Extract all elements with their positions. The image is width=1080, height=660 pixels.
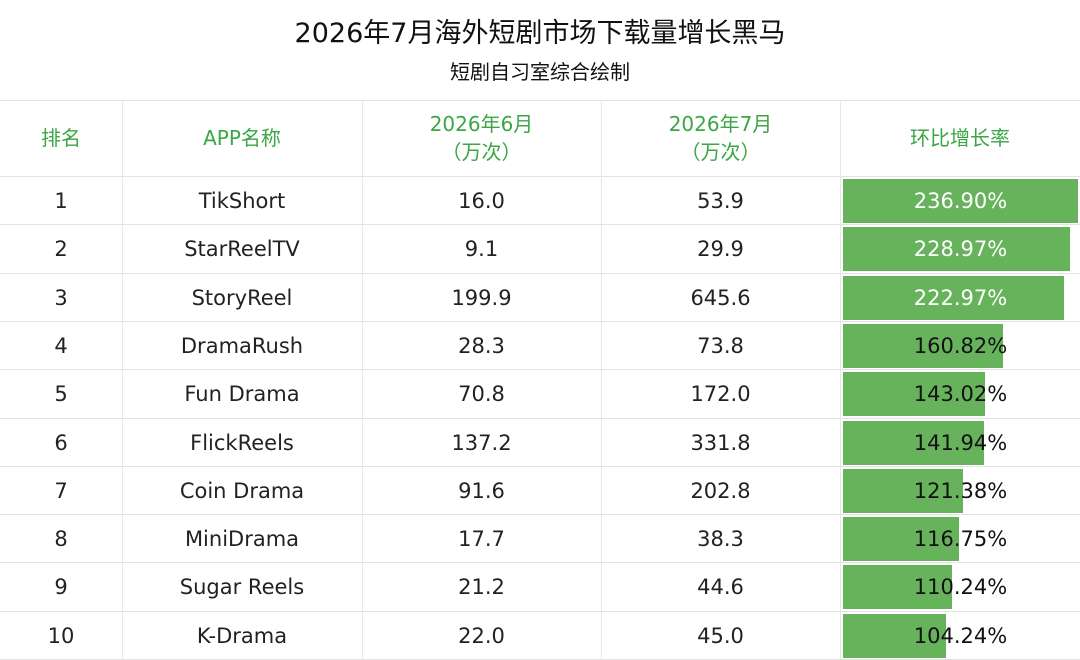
cell-june-downloads: 21.2 <box>458 575 505 600</box>
cell-july-downloads: 73.8 <box>697 333 744 358</box>
cell-june-downloads: 91.6 <box>458 478 505 503</box>
cell-rank: 9 <box>54 575 68 600</box>
chart-subtitle: 短剧自习室综合绘制 <box>450 60 630 84</box>
cell-rank: 8 <box>54 527 68 552</box>
cell-rank: 10 <box>47 623 75 648</box>
growth-rate-label: 228.97% <box>913 237 1008 262</box>
header-app-label: APP名称 <box>203 126 281 150</box>
header-rank-label: 排名 <box>41 126 81 150</box>
growth-bar <box>843 227 1071 272</box>
cell-rank: 3 <box>54 285 68 310</box>
cell-app-name: StarReelTV <box>184 237 300 262</box>
header-top-divider <box>0 100 1080 101</box>
cell-july-downloads: 202.8 <box>690 478 751 503</box>
column-divider <box>122 100 123 660</box>
row-divider <box>0 562 1080 564</box>
growth-bar <box>843 613 947 658</box>
cell-june-downloads: 17.7 <box>458 527 505 552</box>
column-divider <box>362 100 363 660</box>
row-divider <box>0 514 1080 516</box>
header-rank: 排名 <box>0 100 122 176</box>
cell-june-downloads: 137.2 <box>451 430 512 455</box>
growth-bar <box>843 372 985 417</box>
header-july: 2026年7月 （万次） <box>601 100 840 176</box>
header-june-line2: （万次） <box>441 140 522 164</box>
cell-app-name: FlickReels <box>190 430 294 455</box>
row-divider <box>0 610 1080 612</box>
cell-app-name: Fun Drama <box>184 382 300 407</box>
growth-bar <box>843 179 1078 223</box>
cell-june-downloads: 22.0 <box>458 623 505 648</box>
header-growth: 环比增长率 <box>840 100 1080 176</box>
column-divider <box>840 100 841 660</box>
row-divider <box>0 417 1080 419</box>
cell-rank: 2 <box>54 237 68 262</box>
cell-rank: 5 <box>54 382 68 407</box>
header-bottom-divider <box>0 176 1080 177</box>
growth-rate-label: 141.94% <box>913 430 1008 455</box>
cell-app-name: K-Drama <box>196 623 288 648</box>
cell-app-name: Coin Drama <box>179 478 305 503</box>
cell-july-downloads: 53.9 <box>697 189 744 213</box>
growth-bar <box>843 275 1065 320</box>
growth-bar <box>843 517 959 562</box>
cell-june-downloads: 16.0 <box>458 189 505 213</box>
cell-rank: 6 <box>54 430 68 455</box>
cell-june-downloads: 28.3 <box>458 333 505 358</box>
cell-rank: 1 <box>54 189 68 213</box>
cell-july-downloads: 331.8 <box>690 430 751 455</box>
growth-bar <box>843 420 984 465</box>
cell-app-name: TikShort <box>198 189 286 213</box>
growth-rate-label: 116.75% <box>913 527 1008 552</box>
row-divider <box>0 224 1080 226</box>
cell-rank: 7 <box>54 478 68 503</box>
title-block: 2026年7月海外短剧市场下载量增长黑马 短剧自习室综合绘制 <box>0 0 1080 100</box>
growth-rate-label: 236.90% <box>913 189 1008 213</box>
growth-rate-label: 160.82% <box>913 333 1008 358</box>
header-june: 2026年6月 （万次） <box>362 100 601 176</box>
cell-app-name: MiniDrama <box>184 527 300 552</box>
cell-july-downloads: 29.9 <box>697 237 744 262</box>
growth-rate-label: 143.02% <box>913 382 1008 407</box>
growth-rate-label: 222.97% <box>913 285 1008 310</box>
header-july-line2: （万次） <box>680 140 761 164</box>
cell-july-downloads: 44.6 <box>697 575 744 600</box>
growth-rate-label: 110.24% <box>913 575 1008 600</box>
row-divider <box>0 320 1080 322</box>
growth-rate-label: 104.24% <box>913 623 1008 648</box>
cell-rank: 4 <box>54 333 68 358</box>
cell-june-downloads: 70.8 <box>458 382 505 407</box>
growth-bar <box>843 565 953 610</box>
growth-bar <box>843 323 1003 368</box>
header-july-line1: 2026年7月 <box>668 112 773 136</box>
cell-july-downloads: 172.0 <box>690 382 751 407</box>
header-app: APP名称 <box>122 100 362 176</box>
cell-app-name: StoryReel <box>191 285 293 310</box>
chart-title: 2026年7月海外短剧市场下载量增长黑马 <box>294 18 786 49</box>
cell-july-downloads: 45.0 <box>697 623 744 648</box>
cell-july-downloads: 645.6 <box>690 285 751 310</box>
row-divider <box>0 369 1080 371</box>
cell-june-downloads: 9.1 <box>464 237 499 262</box>
cell-app-name: DramaRush <box>180 333 304 358</box>
growth-bar <box>843 468 964 513</box>
cell-june-downloads: 199.9 <box>451 285 512 310</box>
header-june-line1: 2026年6月 <box>429 112 534 136</box>
cell-july-downloads: 38.3 <box>697 527 744 552</box>
header-growth-label: 环比增长率 <box>910 126 1010 150</box>
row-divider <box>0 272 1080 274</box>
column-divider <box>601 100 602 660</box>
growth-rate-label: 121.38% <box>913 478 1008 503</box>
row-divider <box>0 465 1080 467</box>
cell-app-name: Sugar Reels <box>179 575 305 600</box>
